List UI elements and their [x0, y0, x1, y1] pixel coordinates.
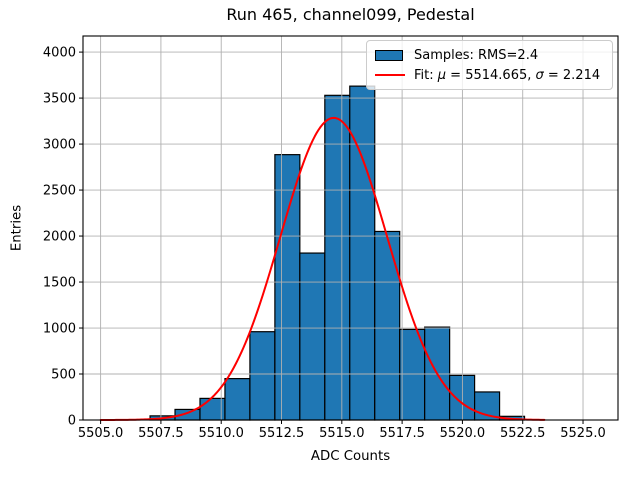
y-tick-label: 1500 [43, 276, 76, 291]
fit-label: Fit: μ = 5514.665, σ = 2.214 [414, 67, 601, 83]
sigma-symbol: σ [535, 67, 544, 83]
legend-row-fit: Fit: μ = 5514.665, σ = 2.214 [375, 68, 604, 83]
histogram-bar [249, 331, 276, 421]
samples-label: Samples: RMS=2.4 [414, 47, 539, 63]
x-tick-label: 5512.5 [259, 426, 305, 441]
y-axis-label-text: Entries [9, 204, 25, 252]
fit-line-icon [375, 73, 405, 77]
y-tick-label: 3500 [43, 92, 76, 107]
y-tick-label: 500 [51, 368, 76, 383]
mu-symbol: μ [437, 67, 447, 83]
histogram-bar [224, 378, 251, 421]
x-axis-label: ADC Counts [310, 449, 391, 464]
x-tick-label: 5507.5 [138, 426, 184, 441]
x-tick-label: 5515.0 [319, 426, 365, 441]
x-tick-label: 5510.0 [198, 426, 244, 441]
y-tick-label: 0 [68, 414, 76, 429]
histogram-bar [399, 328, 426, 421]
chart-title: Run 465, channel099, Pedestal [226, 5, 475, 24]
y-tick-label: 2500 [43, 184, 76, 199]
samples-swatch-icon [375, 49, 403, 61]
x-tick-label: 5517.5 [379, 426, 425, 441]
y-tick-label: 1000 [43, 322, 76, 337]
histogram-bar [324, 94, 351, 421]
fit-handle [375, 73, 405, 77]
legend-row-samples: Samples: RMS=2.4 [375, 48, 604, 63]
legend: Samples: RMS=2.4 Fit: μ = 5514.665, σ = … [366, 40, 613, 90]
y-tick-label: 2000 [43, 230, 76, 245]
x-tick-label: 5520.0 [440, 426, 486, 441]
fit-curve [99, 116, 546, 421]
x-tick-label: 5525.0 [560, 426, 606, 441]
y-tick-label: 3000 [43, 138, 76, 153]
histogram-bar [299, 252, 326, 421]
x-tick-label: 5505.0 [78, 426, 124, 441]
x-tick-label: 5522.5 [500, 426, 546, 441]
samples-handle [375, 49, 405, 61]
histogram-bar [374, 230, 401, 421]
axes-border [82, 35, 619, 421]
y-tick-label: 4000 [43, 46, 76, 61]
histogram-bar [274, 154, 301, 421]
histogram-bar [349, 85, 376, 421]
